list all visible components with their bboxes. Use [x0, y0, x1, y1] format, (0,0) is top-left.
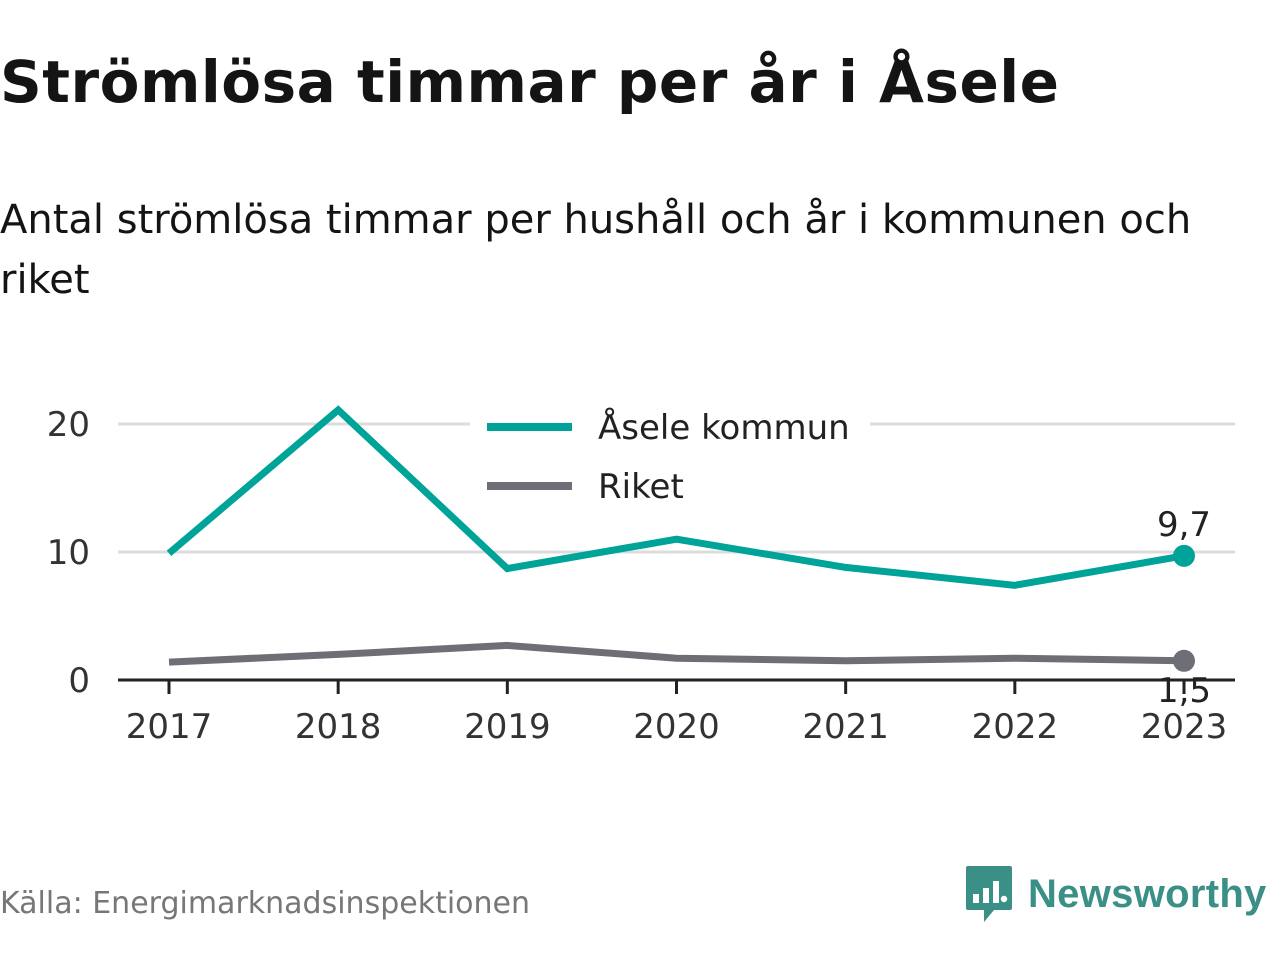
series-line: [166, 405, 1185, 589]
legend-label: Riket: [598, 467, 684, 507]
y-axis: 0 10 20: [47, 405, 90, 701]
x-tick-label: 2017: [126, 707, 213, 747]
y-tick-label: 0: [68, 661, 90, 701]
end-point: [1173, 649, 1195, 672]
legend-background: [470, 394, 870, 514]
series-line: [168, 641, 1185, 666]
x-tick-label: 2018: [295, 707, 382, 747]
chart-title: Strömlösa timmar per år i Åsele: [0, 48, 1060, 116]
newsworthy-logo-icon: [966, 866, 1012, 922]
x-axis: 2017 2018 2019 2020 2021 2022 2023: [118, 678, 1235, 747]
end-point: [1173, 544, 1195, 567]
end-value-label: 9,7: [1157, 505, 1211, 545]
y-tick-label: 10: [47, 533, 90, 573]
x-tick-label: 2022: [972, 707, 1059, 747]
x-tick-label: 2021: [802, 707, 889, 747]
end-value-label: 1,5: [1157, 671, 1211, 711]
chart-subtitle: Antal strömlösa timmar per hushåll och å…: [0, 197, 1192, 303]
legend-label: Åsele kommun: [598, 407, 850, 448]
source-note: Källa: Energimarknadsinspektionen: [0, 886, 531, 921]
brand-name: Newsworthy: [1028, 871, 1267, 916]
brand-logo: Newsworthy: [964, 862, 1267, 926]
x-tick-label: 2019: [464, 707, 551, 747]
legend: Åsele kommun Riket: [470, 394, 870, 514]
y-tick-label: 20: [47, 405, 90, 445]
x-tick-label: 2020: [633, 707, 720, 747]
x-tick-label: 2023: [1141, 707, 1228, 747]
series-lines: 9,7 1,5: [166, 405, 1211, 711]
